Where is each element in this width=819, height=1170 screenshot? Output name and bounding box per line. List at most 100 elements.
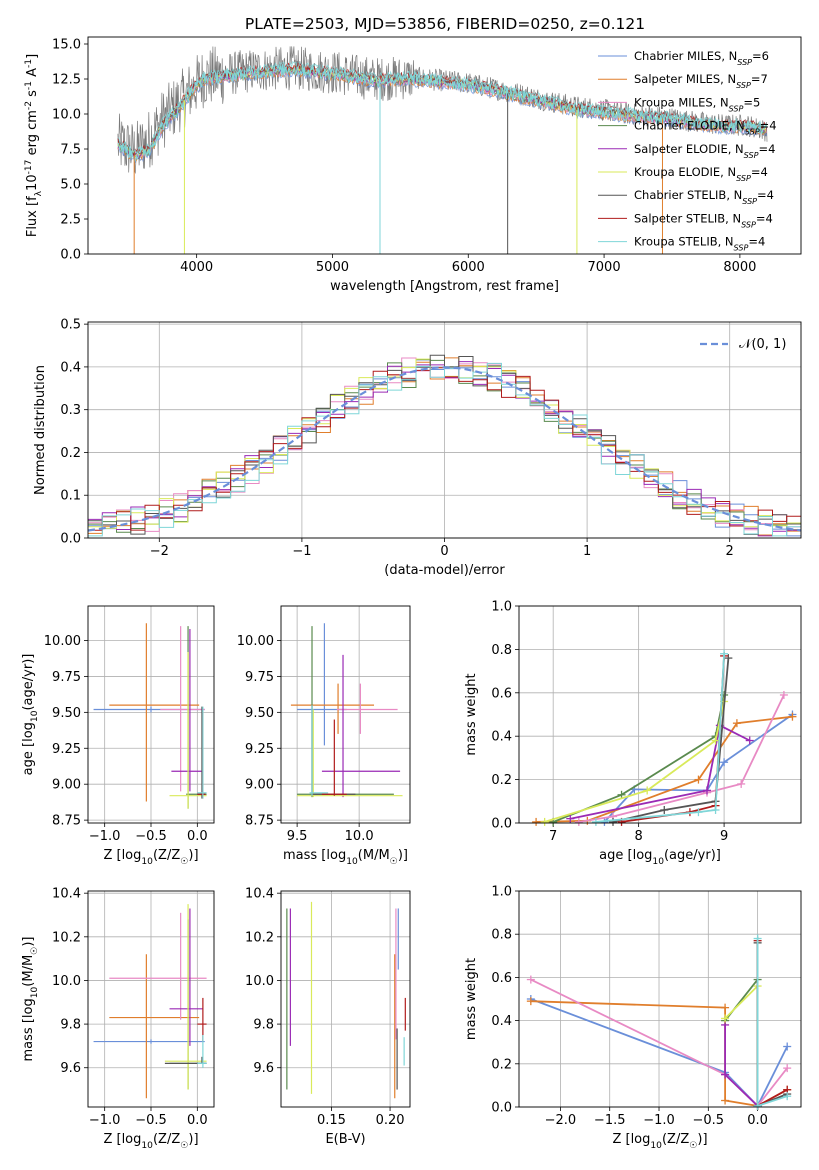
figure-title: PLATE=2503, MJD=53856, FIBERID=0250, z=0… — [245, 15, 645, 33]
x-axis-label: Z [log10(Z/Z☉)] — [103, 1132, 198, 1151]
y-tick-label: 12.5 — [52, 73, 81, 88]
x-tick-label: 9 — [720, 829, 728, 844]
y-tick-label: 10.2 — [245, 930, 274, 945]
legend-label: Chabrier MILES, NSSP=6 — [634, 49, 769, 67]
y-tick-label: 9.75 — [52, 670, 81, 685]
legend-label: Chabrier ELODIE, NSSP=4 — [634, 119, 777, 137]
mass-vs-ebv-frame — [280, 890, 411, 1108]
weight-vs-Z-axes: −2.0 −1.5 −1.0 −0.5 0.0 0.0 0.2 0.4 0.6 0.8 1.0 Z [… — [464, 885, 801, 1151]
x-axis-label: (data-model)/error — [384, 563, 505, 578]
y-tick-label: 15.0 — [52, 38, 81, 53]
y-tick-label: 8.75 — [52, 814, 81, 829]
x-tick-label: 7 — [549, 829, 557, 844]
y-tick-label: 10.0 — [52, 974, 81, 989]
x-tick-label: −2 — [150, 544, 169, 559]
y-tick-label: 0.0 — [491, 817, 512, 832]
mass-vs-ebv-axes: 0.15 0.20 9.6 9.8 10.0 10.2 10.4 E(B-V) — [245, 887, 410, 1147]
x-axis-label: mass [log10(M/M☉)] — [283, 848, 408, 867]
y-axis-label: Normed distribution — [33, 365, 48, 495]
legend-label: Kroupa ELODIE, NSSP=4 — [634, 165, 768, 183]
x-tick-label: −1.0 — [89, 1113, 121, 1128]
weight-line — [595, 653, 725, 823]
mass-vs-Z-axes: −1.0 −0.5 0.0 9.6 9.8 10.0 10.2 10.4 Z [log10(Z/… — [21, 887, 214, 1151]
residual-histogram — [88, 362, 801, 537]
y-axis-label: age [log10(age/yr)] — [21, 654, 40, 776]
x-tick-label: 8000 — [723, 260, 756, 275]
legend-label: Chabrier STELIB, NSSP=4 — [634, 188, 774, 206]
x-tick-label: −1.5 — [594, 1113, 626, 1128]
x-tick-label: 10.0 — [345, 829, 374, 844]
x-axis-label: wavelength [Angstrom, rest frame] — [330, 279, 559, 294]
age-vs-mass-axes: 9.5 10.0 8.75 9.00 9.25 9.50 9.75 10.00 mass [lo… — [237, 606, 410, 867]
y-tick-label: 0.1 — [60, 489, 81, 504]
legend-label: 𝒩(0, 1) — [739, 337, 786, 352]
y-tick-label: 9.50 — [245, 706, 274, 721]
y-tick-label: 10.2 — [52, 930, 81, 945]
spectrum-legend: Chabrier MILES, NSSP=6 Salpeter MILES, NS… — [598, 49, 777, 252]
y-tick-label: 10.0 — [52, 108, 81, 123]
y-tick-label: 9.8 — [253, 1018, 274, 1033]
y-tick-label: 0.3 — [60, 403, 81, 418]
x-tick-label: 2 — [726, 544, 734, 559]
y-tick-label: 9.75 — [245, 670, 274, 685]
y-tick-label: 9.00 — [245, 778, 274, 793]
x-tick-label: −1.0 — [89, 829, 121, 844]
x-tick-label: 9.5 — [287, 829, 308, 844]
x-tick-label: 8 — [634, 829, 642, 844]
y-tick-label: 0.2 — [60, 446, 81, 461]
x-tick-label: 0.0 — [187, 1113, 208, 1128]
x-tick-label: 5000 — [316, 260, 349, 275]
y-axis-label: Flux [fλ10-17 erg cm-2 s-1 A-1] — [24, 54, 44, 237]
y-tick-label: 9.8 — [60, 1018, 81, 1033]
x-tick-label: 1 — [583, 544, 591, 559]
y-tick-label: 0.8 — [491, 643, 512, 658]
y-tick-label: 1.0 — [491, 600, 512, 615]
x-tick-label: 0.20 — [376, 1113, 405, 1128]
age-vs-mass-frame — [280, 605, 411, 824]
x-tick-label: 4000 — [180, 260, 213, 275]
weight-vs-age-frame — [518, 605, 802, 824]
y-tick-label: 9.00 — [52, 778, 81, 793]
legend-label: Kroupa STELIB, NSSP=4 — [634, 235, 765, 253]
model-spectrum — [117, 63, 767, 163]
y-tick-label: 9.25 — [245, 742, 274, 757]
x-tick-label: −0.5 — [135, 1113, 167, 1128]
x-tick-label: −1.0 — [643, 1113, 675, 1128]
y-tick-label: 9.6 — [253, 1061, 274, 1076]
legend-label: Salpeter STELIB, NSSP=4 — [634, 211, 773, 229]
mass-vs-Z-frame — [87, 890, 215, 1108]
x-axis-label: Z [log10(Z/Z☉)] — [612, 1132, 707, 1151]
x-axis-label: age [log10(age/yr)] — [599, 848, 721, 867]
y-tick-label: 0.0 — [60, 248, 81, 263]
legend-label: Salpeter MILES, NSSP=7 — [634, 72, 768, 90]
legend-label: Salpeter ELODIE, NSSP=4 — [634, 142, 775, 160]
weight-vs-age-axes: 7 8 9 0.0 0.2 0.4 0.6 0.8 1.0 age [log10(age/yr)]… — [464, 600, 801, 867]
age-vs-Z-axes: −1.0 −0.5 0.0 8.75 9.00 9.25 9.50 9.75 10.00 Z [l… — [21, 606, 214, 867]
weight-vs-Z-frame — [518, 890, 802, 1108]
x-tick-label: −0.5 — [693, 1113, 725, 1128]
y-tick-label: 0.6 — [491, 971, 512, 986]
y-tick-label: 0.2 — [491, 1057, 512, 1072]
y-tick-label: 7.5 — [60, 143, 81, 158]
y-tick-label: 0.5 — [60, 318, 81, 333]
x-tick-label: 0.15 — [317, 1113, 346, 1128]
y-tick-label: 0.4 — [491, 730, 512, 745]
y-tick-label: 0.8 — [491, 928, 512, 943]
weight-line — [612, 658, 730, 823]
y-tick-label: 0.0 — [60, 532, 81, 547]
y-tick-label: 10.0 — [245, 974, 274, 989]
x-tick-label: 7000 — [588, 260, 621, 275]
y-axis-label: mass weight — [464, 673, 479, 755]
y-axis-label: mass [log10(M/M☉)] — [21, 937, 40, 1062]
residuals-axes: −2 −1 0 1 2 0.0 0.1 0.2 0.3 0.4 0.5 (data-model)/er… — [33, 318, 802, 578]
x-tick-label: 6000 — [452, 260, 485, 275]
y-tick-label: 8.75 — [245, 814, 274, 829]
age-vs-Z-frame — [87, 605, 215, 824]
x-tick-label: 0.0 — [747, 1113, 768, 1128]
x-axis-label: Z [log10(Z/Z☉)] — [103, 848, 198, 867]
y-tick-label: 5.0 — [60, 178, 81, 193]
y-tick-label: 10.00 — [237, 634, 274, 649]
y-tick-label: 0.6 — [491, 686, 512, 701]
y-tick-label: 9.50 — [52, 706, 81, 721]
